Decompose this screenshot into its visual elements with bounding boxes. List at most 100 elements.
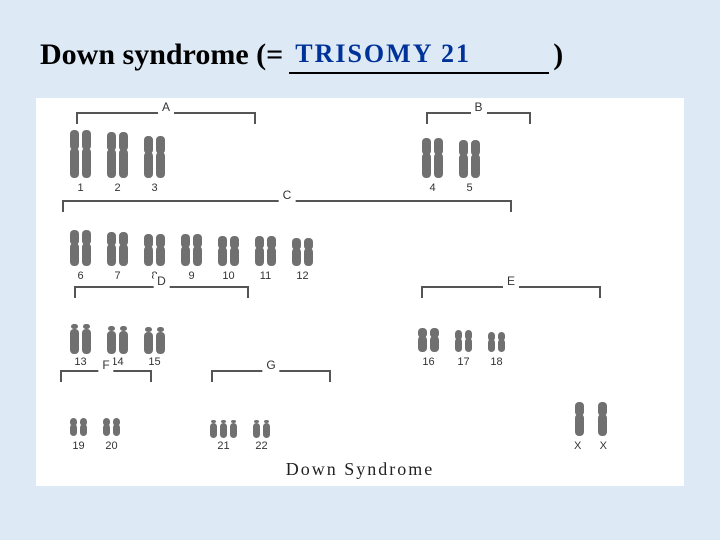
- answer-text: TRISOMY 21: [289, 39, 477, 68]
- group-label: F: [98, 358, 113, 372]
- chromosome-number-label: 2: [114, 182, 120, 194]
- chromosome-pair-15: 15: [144, 302, 165, 368]
- chromosome-number-label: 12: [296, 270, 308, 282]
- group-label: C: [279, 188, 296, 202]
- chromosome-glyph: [498, 332, 505, 354]
- chromosome-pair-4: 4: [422, 128, 443, 194]
- chromosome-number-label: 11: [260, 270, 271, 282]
- chromosome-number-label: 6: [77, 270, 83, 282]
- chromosome-glyph: [465, 330, 472, 354]
- chromosome-glyph: [80, 418, 87, 438]
- karyotype-caption: Down Syndrome: [36, 459, 684, 480]
- chromosome-glyph: [255, 236, 264, 268]
- title-prefix: Down syndrome (=: [40, 38, 283, 72]
- chromosome-glyph: [107, 326, 116, 354]
- chromosome-number-label: 20: [105, 440, 117, 452]
- chromosome-glyph: [82, 324, 91, 354]
- chromosome-glyph: [304, 238, 313, 268]
- group-label: E: [503, 274, 519, 288]
- chromosome-row: 1 2 3: [62, 128, 173, 194]
- slide-title: Down syndrome (= TRISOMY 21 ): [40, 38, 680, 74]
- chromosome-pair-8: 8: [144, 216, 165, 282]
- chromosome-number-label: 19: [72, 440, 84, 452]
- group-bracket-C: C: [62, 200, 512, 212]
- chromosome-glyph: [253, 420, 260, 438]
- chromosome-number-label: 15: [148, 356, 160, 368]
- chromosome-pair-19: 19: [70, 386, 87, 452]
- chromosome-row: 1920: [62, 386, 128, 452]
- chromosome-number-label: 18: [490, 356, 502, 368]
- chromosome-glyph: [210, 420, 217, 438]
- chromosome-glyph: [70, 130, 79, 180]
- chromosome-pair-10: 10: [218, 216, 239, 282]
- sex-chromosomes: X X: [566, 386, 615, 452]
- chromosome-glyph: [70, 418, 77, 438]
- chromosome-glyph: [119, 132, 128, 180]
- chromosome-glyph: [107, 132, 116, 180]
- title-suffix: ): [553, 38, 563, 72]
- chromosome-pair-2: 2: [107, 128, 128, 194]
- group-bracket-A: A: [76, 112, 256, 124]
- chromosome-row: 6 7 8 9 10 11 12: [62, 216, 321, 282]
- chromosome-glyph: [119, 232, 128, 268]
- chromosome-glyph: [181, 234, 190, 268]
- chromosome-pair-9: 9: [181, 216, 202, 282]
- karyotype-panel: Down Syndrome AB12345C6789101112DE131415…: [36, 98, 684, 486]
- group-label: D: [153, 274, 170, 288]
- chromosome-glyph: [119, 326, 128, 354]
- chromosome-pair-11: 11: [255, 216, 276, 282]
- chromosome-row: 21 22: [202, 386, 278, 452]
- chromosome-glyph: [113, 418, 120, 438]
- chromosome-glyph: [418, 328, 427, 354]
- chromosome-glyph: [220, 420, 227, 438]
- chromosome-number-label: 21: [217, 440, 229, 452]
- chromosome-glyph: [82, 130, 91, 180]
- group-label: A: [158, 100, 174, 114]
- chromosome-glyph: [144, 234, 153, 268]
- chromosome-glyph: [488, 332, 495, 354]
- chromosome-pair-6: 6: [70, 216, 91, 282]
- chromosome-number-label: 9: [188, 270, 194, 282]
- chromosome-pair-3: 3: [144, 128, 165, 194]
- chromosome-glyph: [263, 420, 270, 438]
- chromosome-pair-18: 18: [488, 302, 505, 368]
- chromosome-row: 45: [414, 128, 488, 194]
- chromosome-glyph: [292, 238, 301, 268]
- chromosome-pair-7: 7: [107, 216, 128, 282]
- group-label: G: [262, 358, 279, 372]
- chromosome-pair-5: 5: [459, 128, 480, 194]
- chromosome-pair-20: 20: [103, 386, 120, 452]
- chromosome-glyph: [82, 230, 91, 268]
- chromosome-glyph: [193, 234, 202, 268]
- chromosome-glyph: [70, 230, 79, 268]
- chromosome-glyph: [107, 232, 116, 268]
- group-bracket-D: D: [74, 286, 249, 298]
- chromosome-row: 131415: [62, 302, 173, 368]
- chromosome-pair-17: 17: [455, 302, 472, 368]
- chromosome-glyph: [156, 136, 165, 180]
- chromosome-number-label: 4: [429, 182, 435, 194]
- chromosome-glyph: [230, 420, 237, 438]
- chromosome-pair-XX: X X: [574, 386, 607, 452]
- chromosome-row: 16 17 18: [410, 302, 513, 368]
- chromosome-glyph: [103, 418, 110, 438]
- chromosome-glyph: [455, 330, 462, 354]
- chromosome-glyph: [267, 236, 276, 268]
- chromosome-pair-13: 13: [70, 302, 91, 368]
- chromosome-glyph: [144, 136, 153, 180]
- chromosome-glyph: [471, 140, 480, 180]
- chromosome-glyph: [575, 402, 584, 438]
- chromosome-glyph: [156, 327, 165, 354]
- chromosome-pair-22: 22: [253, 386, 270, 452]
- chromosome-number-label: 17: [457, 356, 469, 368]
- chromosome-number-label: 7: [114, 270, 120, 282]
- chromosome-number-label: 3: [151, 182, 157, 194]
- chromosome-glyph: [422, 138, 431, 180]
- chromosome-glyph: [156, 234, 165, 268]
- chromosome-glyph: [430, 328, 439, 354]
- chromosome-glyph: [70, 324, 79, 354]
- chromosome-pair-16: 16: [418, 302, 439, 368]
- chromosome-number-label: 1: [77, 182, 83, 194]
- chromosome-number-label: 10: [222, 270, 234, 282]
- chromosome-glyph: [598, 402, 607, 438]
